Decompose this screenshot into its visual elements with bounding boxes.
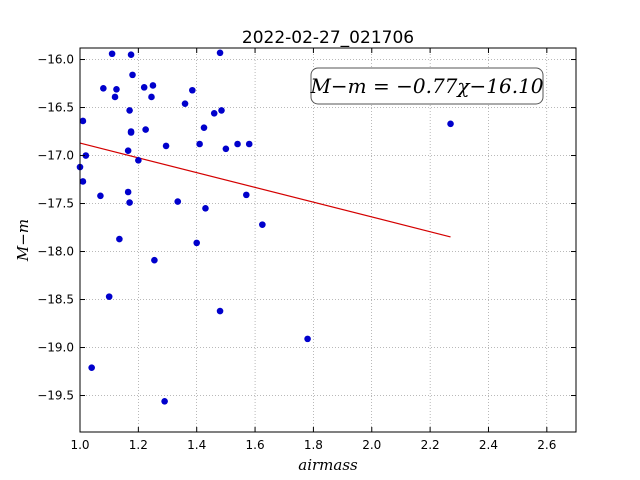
data-point — [113, 85, 120, 93]
data-point — [202, 205, 209, 212]
data-point — [243, 191, 250, 199]
data-point — [149, 82, 157, 89]
x-tick-label: 2.2 — [421, 438, 440, 452]
data-point — [196, 140, 203, 148]
chart-title: 2022-02-27_021706 — [242, 28, 414, 48]
data-point — [162, 142, 170, 150]
data-point — [100, 85, 107, 92]
data-point — [210, 109, 218, 117]
y-tick-label: −19.5 — [37, 389, 74, 403]
data-point — [200, 124, 208, 131]
data-point — [189, 86, 196, 94]
data-point — [129, 71, 136, 79]
annotation-text: M−m = −0.77χ−16.10 — [309, 74, 543, 98]
data-point — [304, 335, 311, 343]
data-point — [124, 188, 132, 196]
x-tick-labels: 1.0 1.2 1.4 1.6 1.8 2.0 2.2 2.4 2.6 — [70, 438, 556, 452]
x-tick-label: 2.4 — [479, 438, 498, 452]
y-tick-label: −17.0 — [37, 149, 74, 163]
x-axis-label: airmass — [298, 456, 358, 474]
fit-annotation: M−m = −0.77χ−16.10 — [309, 67, 544, 105]
data-point — [88, 364, 95, 371]
data-point — [127, 128, 135, 135]
data-point — [245, 140, 253, 148]
x-tick-label: 1.6 — [246, 438, 265, 452]
data-point — [79, 117, 87, 125]
data-point — [111, 93, 119, 101]
data-point — [161, 397, 168, 405]
y-tick-labels: −16.0 −16.5 −17.0 −17.5 −18.0 −18.5 −19.0 −19.5 — [37, 53, 74, 403]
data-point — [216, 49, 224, 57]
fit-line-layer — [79, 142, 451, 238]
y-tick-label: −17.5 — [37, 197, 74, 211]
data-point — [126, 107, 133, 114]
data-point — [181, 100, 189, 107]
data-point — [105, 293, 113, 300]
data-point — [222, 145, 230, 153]
data-point — [193, 239, 201, 247]
x-tick-label: 1.4 — [187, 438, 206, 452]
y-tick-label: −19.0 — [37, 341, 74, 355]
data-point — [82, 152, 90, 159]
scatter-points — [76, 49, 454, 405]
plot-area-frame — [79, 47, 577, 433]
data-point — [148, 93, 155, 101]
data-point — [135, 157, 142, 164]
fit-line — [79, 142, 451, 238]
x-tick-label: 1.0 — [70, 438, 89, 452]
data-point — [126, 199, 133, 206]
y-tick-label: −16.5 — [37, 101, 74, 115]
data-point — [108, 50, 116, 58]
data-point — [97, 192, 104, 200]
data-point — [151, 256, 158, 264]
y-axis-label: M−m — [14, 219, 32, 262]
data-point — [218, 107, 225, 114]
y-tick-label: −16.0 — [37, 53, 74, 67]
data-point — [234, 140, 241, 148]
axis-ticks — [79, 48, 576, 432]
annotation-box — [310, 67, 544, 105]
data-point — [116, 235, 123, 243]
x-tick-label: 2.6 — [537, 438, 556, 452]
data-point — [174, 198, 182, 205]
data-point — [140, 84, 148, 91]
data-point — [447, 120, 454, 128]
x-tick-label: 2.0 — [362, 438, 381, 452]
data-point — [79, 178, 87, 185]
data-point — [142, 126, 149, 133]
data-point — [127, 51, 135, 59]
data-point — [124, 147, 132, 155]
y-tick-label: −18.0 — [37, 245, 74, 259]
x-tick-label: 1.2 — [129, 438, 148, 452]
data-point — [216, 307, 224, 315]
data-point — [259, 221, 266, 228]
x-tick-label: 1.8 — [304, 438, 323, 452]
y-tick-label: −18.5 — [37, 293, 74, 307]
